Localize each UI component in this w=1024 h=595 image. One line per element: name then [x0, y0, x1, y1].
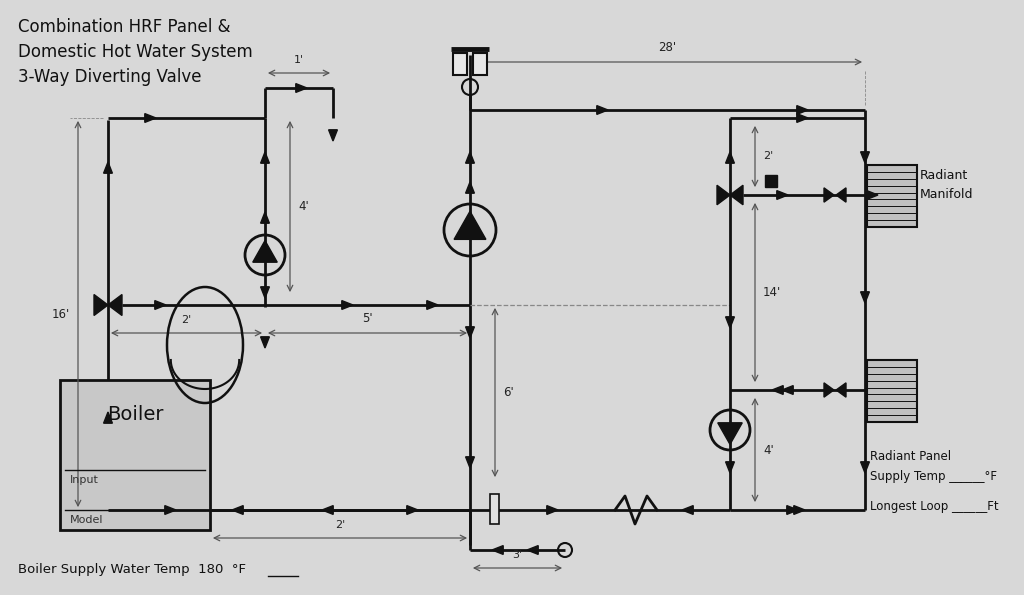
- Text: 2': 2': [763, 151, 773, 161]
- Text: 28': 28': [658, 41, 676, 54]
- Text: 4': 4': [298, 199, 309, 212]
- Bar: [453, 53, 467, 75]
- Polygon shape: [260, 212, 269, 223]
- Text: 16': 16': [52, 308, 70, 321]
- Polygon shape: [144, 114, 156, 123]
- Polygon shape: [260, 337, 269, 348]
- Polygon shape: [454, 211, 486, 239]
- Polygon shape: [296, 84, 307, 92]
- Polygon shape: [253, 240, 278, 262]
- Polygon shape: [155, 300, 166, 309]
- Polygon shape: [860, 292, 869, 303]
- Polygon shape: [108, 295, 122, 315]
- Polygon shape: [726, 152, 734, 163]
- Text: Boiler: Boiler: [106, 405, 163, 424]
- Polygon shape: [232, 506, 244, 515]
- Polygon shape: [772, 386, 783, 394]
- Polygon shape: [165, 506, 176, 515]
- Polygon shape: [782, 386, 794, 394]
- Text: Input: Input: [70, 475, 99, 485]
- Polygon shape: [682, 506, 693, 515]
- Polygon shape: [797, 114, 808, 123]
- Text: Combination HRF Panel &
Domestic Hot Water System
3-Way Diverting Valve: Combination HRF Panel & Domestic Hot Wat…: [18, 18, 253, 86]
- Polygon shape: [860, 462, 869, 473]
- Polygon shape: [466, 457, 474, 468]
- Polygon shape: [837, 383, 846, 397]
- Polygon shape: [527, 546, 539, 555]
- Polygon shape: [717, 185, 730, 205]
- Polygon shape: [329, 130, 337, 141]
- Text: 6': 6': [503, 386, 514, 399]
- Polygon shape: [466, 327, 474, 338]
- Text: Radiant
Manifold: Radiant Manifold: [920, 169, 974, 201]
- Polygon shape: [466, 182, 474, 193]
- Polygon shape: [786, 506, 798, 515]
- Polygon shape: [260, 152, 269, 163]
- Polygon shape: [824, 383, 834, 397]
- Polygon shape: [777, 190, 788, 199]
- Polygon shape: [797, 105, 808, 114]
- Polygon shape: [427, 300, 438, 309]
- Bar: [867, 165, 918, 227]
- Polygon shape: [322, 506, 333, 515]
- Text: 4': 4': [763, 443, 774, 456]
- Polygon shape: [407, 506, 418, 515]
- Polygon shape: [597, 105, 608, 114]
- Text: 14': 14': [763, 286, 781, 299]
- Bar: [867, 360, 918, 422]
- Text: 3': 3': [512, 550, 522, 560]
- Bar: [490, 494, 499, 524]
- Text: 2': 2': [181, 315, 191, 325]
- Text: 5': 5': [361, 312, 373, 325]
- Bar: [765, 175, 777, 187]
- Polygon shape: [492, 546, 503, 555]
- Polygon shape: [824, 188, 834, 202]
- Polygon shape: [837, 188, 846, 202]
- Text: Radiant Panel
Supply Temp ______°F: Radiant Panel Supply Temp ______°F: [870, 450, 997, 483]
- Bar: [473, 53, 487, 75]
- Polygon shape: [726, 317, 734, 328]
- Polygon shape: [730, 185, 743, 205]
- Text: Boiler Supply Water Temp  180  °F: Boiler Supply Water Temp 180 °F: [18, 563, 246, 577]
- Polygon shape: [466, 152, 474, 163]
- Text: 2': 2': [335, 520, 345, 530]
- Polygon shape: [103, 412, 113, 423]
- Polygon shape: [860, 152, 869, 163]
- Polygon shape: [794, 506, 805, 515]
- Polygon shape: [547, 506, 558, 515]
- Polygon shape: [94, 295, 108, 315]
- Polygon shape: [260, 287, 269, 298]
- Text: 1': 1': [294, 55, 304, 65]
- Text: Model: Model: [70, 515, 103, 525]
- Text: Longest Loop ______Ft: Longest Loop ______Ft: [870, 500, 998, 513]
- Polygon shape: [866, 190, 878, 199]
- Polygon shape: [718, 423, 742, 444]
- Polygon shape: [103, 162, 113, 173]
- Polygon shape: [726, 462, 734, 473]
- Polygon shape: [342, 300, 353, 309]
- Bar: [60, 380, 210, 530]
